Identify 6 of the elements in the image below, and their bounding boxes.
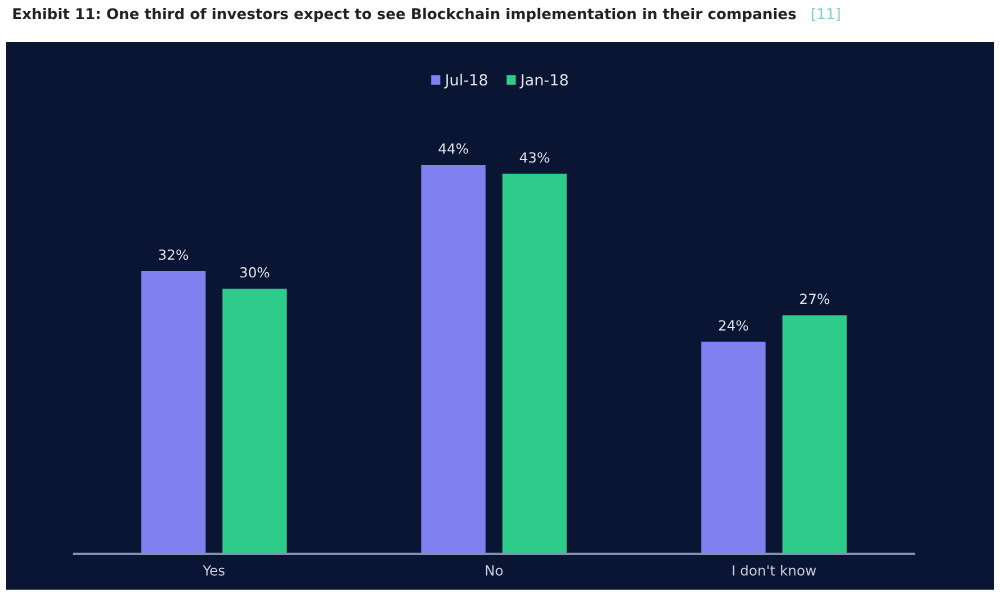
bar <box>222 288 287 554</box>
bar <box>141 270 206 554</box>
bar <box>421 164 486 554</box>
bar <box>701 341 766 554</box>
bar <box>782 315 847 554</box>
bar <box>502 173 567 554</box>
